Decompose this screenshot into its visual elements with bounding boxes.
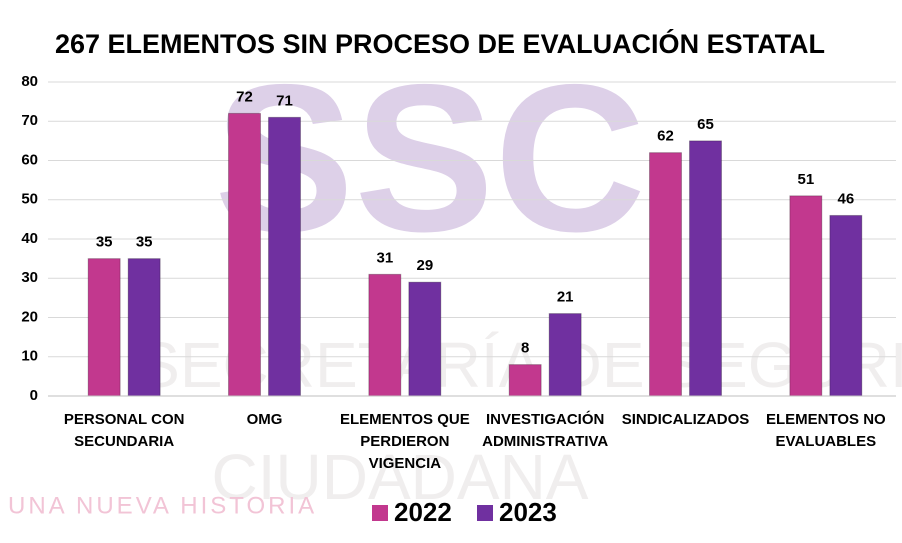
data-label: 71	[276, 92, 293, 109]
bar	[409, 282, 441, 396]
y-tick-label: 60	[21, 151, 38, 168]
legend-swatch	[372, 505, 388, 521]
data-label: 35	[136, 234, 153, 251]
legend-label: 2022	[394, 497, 452, 527]
bar	[549, 314, 581, 396]
bar	[509, 365, 541, 396]
x-tick-label: SINDICALIZADOS	[622, 411, 750, 428]
bar	[369, 274, 401, 396]
y-tick-label: 10	[21, 348, 38, 365]
bar	[128, 259, 160, 396]
bar	[790, 196, 822, 396]
data-label: 62	[657, 128, 674, 145]
x-tick-label: OMG	[247, 411, 283, 428]
data-label: 51	[797, 171, 814, 188]
chart: SSC SSC SECRETARÍA DE SEGURIDAD CIUDADAN…	[0, 0, 902, 543]
bar	[690, 141, 722, 396]
data-label: 21	[557, 289, 574, 306]
bar	[650, 153, 682, 396]
bar	[830, 215, 862, 396]
bar	[229, 113, 261, 396]
data-label: 46	[837, 190, 854, 207]
y-tick-label: 30	[21, 269, 38, 286]
data-label: 31	[376, 249, 393, 266]
data-label: 8	[521, 340, 529, 357]
chart-title: 267 ELEMENTOS SIN PROCESO DE EVALUACIÓN …	[55, 28, 825, 59]
y-tick-label: 40	[21, 230, 38, 247]
data-label: 65	[697, 116, 714, 133]
y-tick-label: 0	[30, 387, 38, 404]
y-tick-label: 80	[21, 73, 38, 90]
data-label: 72	[236, 88, 253, 105]
watermark-slogan: UNA NUEVA HISTORIA	[8, 492, 317, 519]
legend-swatch	[477, 505, 493, 521]
bar	[269, 117, 301, 396]
data-label: 29	[416, 257, 433, 274]
y-tick-label: 70	[21, 112, 38, 129]
legend-label: 2023	[499, 497, 557, 527]
y-tick-label: 20	[21, 308, 38, 325]
data-label: 35	[96, 234, 113, 251]
y-tick-label: 50	[21, 191, 38, 208]
bar	[88, 259, 120, 396]
